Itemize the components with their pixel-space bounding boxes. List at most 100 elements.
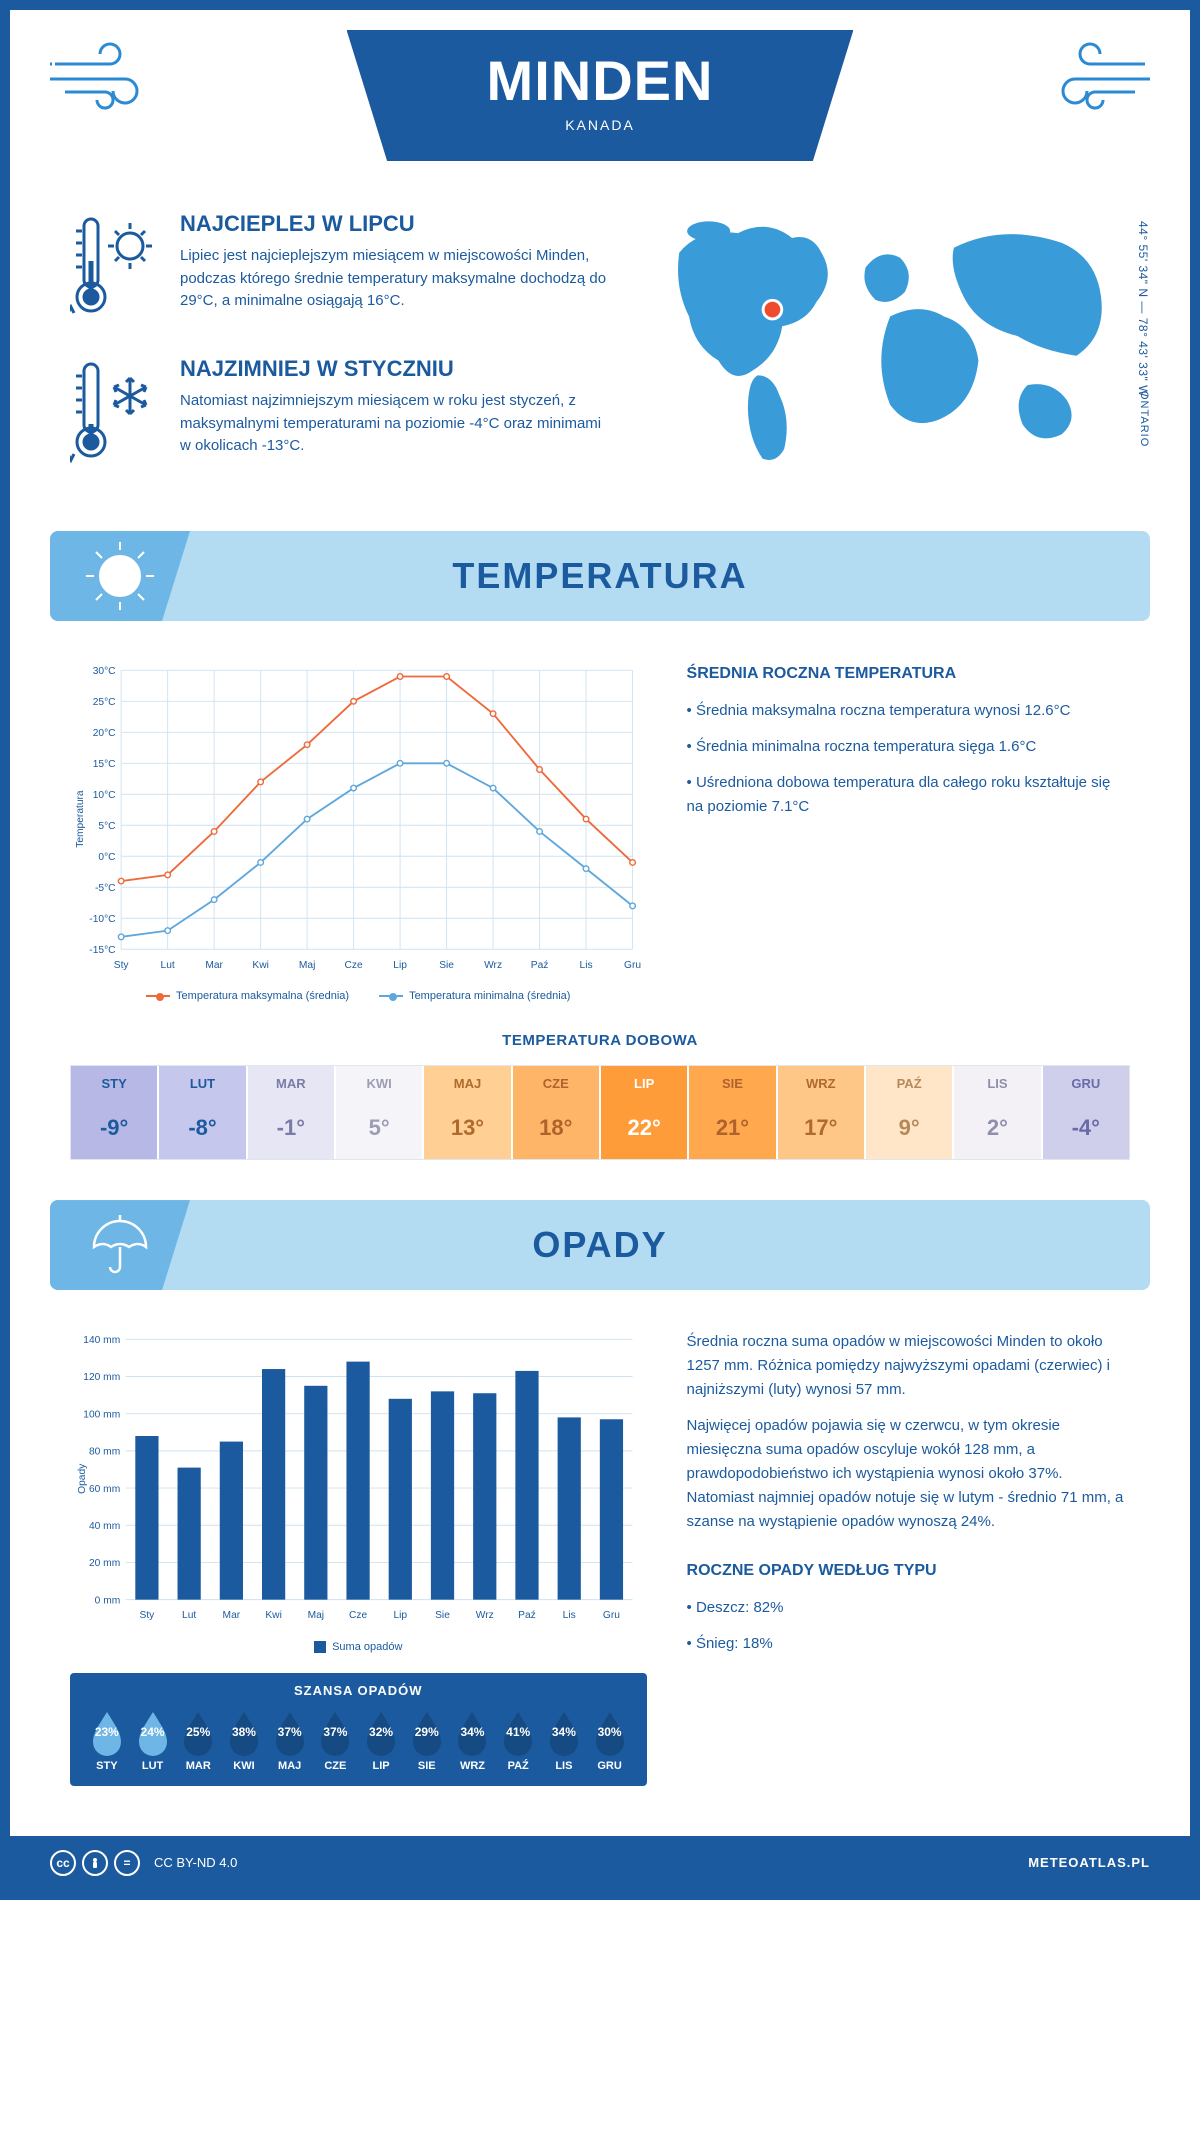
svg-text:Gru: Gru: [603, 1610, 620, 1621]
svg-text:Cze: Cze: [345, 960, 363, 971]
thermometer-sun-icon: [70, 211, 160, 326]
temperature-info: ŚREDNIA ROCZNA TEMPERATURA Średnia maksy…: [687, 661, 1130, 1002]
svg-text:-10°C: -10°C: [89, 914, 115, 925]
precip-banner: OPADY: [50, 1200, 1150, 1290]
svg-text:Lis: Lis: [580, 960, 593, 971]
svg-text:Kwi: Kwi: [265, 1610, 281, 1621]
sun-icon: [50, 531, 190, 621]
rain-chance-item: 37% MAJ: [267, 1708, 313, 1772]
fact-cold-title: NAJZIMNIEJ W STYCZNIU: [180, 356, 610, 382]
rain-chance-title: SZANSA OPADÓW: [84, 1683, 633, 1698]
legend-min-label: Temperatura minimalna (średnia): [409, 990, 570, 1002]
title-band: MINDEN KANADA: [347, 30, 854, 161]
svg-text:0 mm: 0 mm: [95, 1596, 121, 1607]
svg-text:120 mm: 120 mm: [83, 1372, 120, 1383]
precip-bar-chart: 0 mm20 mm40 mm60 mm80 mm100 mm120 mm140 …: [70, 1330, 647, 1786]
cc-icon: cc: [50, 1850, 76, 1876]
temperature-title: TEMPERATURA: [50, 555, 1150, 597]
precip-info: Średnia roczna suma opadów w miejscowośc…: [687, 1330, 1130, 1786]
world-map: [640, 211, 1130, 471]
svg-text:Wrz: Wrz: [476, 1610, 494, 1621]
fact-hottest: NAJCIEPLEJ W LIPCU Lipiec jest najcieple…: [70, 211, 610, 326]
svg-text:Mar: Mar: [205, 960, 223, 971]
svg-text:Gru: Gru: [624, 960, 641, 971]
rain-chance-item: 25% MAR: [175, 1708, 221, 1772]
svg-text:140 mm: 140 mm: [83, 1335, 120, 1346]
rain-chance-item: 30% GRU: [587, 1708, 633, 1772]
rain-chance-item: 24% LUT: [130, 1708, 176, 1772]
svg-text:15°C: 15°C: [93, 759, 116, 770]
svg-text:Lut: Lut: [182, 1610, 196, 1621]
rain-chance-item: 38% KWI: [221, 1708, 267, 1772]
rain-chance-item: 23% STY: [84, 1708, 130, 1772]
precip-legend: Suma opadów: [70, 1641, 647, 1653]
daily-temp-cell: STY-9°: [71, 1066, 159, 1159]
license-block: cc = CC BY-ND 4.0: [50, 1850, 237, 1876]
daily-temp-cell: LIS2°: [954, 1066, 1042, 1159]
svg-text:25°C: 25°C: [93, 697, 116, 708]
svg-text:Lis: Lis: [563, 1610, 576, 1621]
svg-text:5°C: 5°C: [98, 821, 115, 832]
svg-text:20°C: 20°C: [93, 728, 116, 739]
daily-temp-cell: GRU-4°: [1043, 1066, 1129, 1159]
svg-text:20 mm: 20 mm: [89, 1558, 120, 1569]
site-name: METEOATLAS.PL: [1028, 1855, 1150, 1870]
svg-text:Lut: Lut: [161, 960, 175, 971]
rain-chance-item: 41% PAŹ: [495, 1708, 541, 1772]
daily-temperature: TEMPERATURA DOBOWA STY-9°LUT-8°MAR-1°KWI…: [70, 1032, 1130, 1160]
precip-type-title: ROCZNE OPADY WEDŁUG TYPU: [687, 1558, 1130, 1584]
temp-info-bullet: Średnia maksymalna roczna temperatura wy…: [687, 699, 1130, 723]
svg-text:-5°C: -5°C: [95, 883, 116, 894]
wind-icon: [1040, 34, 1150, 119]
footer: cc = CC BY-ND 4.0 METEOATLAS.PL: [10, 1836, 1190, 1890]
fact-cold-text: Natomiast najzimniejszym miesiącem w rok…: [180, 390, 610, 458]
daily-temp-cell: MAR-1°: [248, 1066, 336, 1159]
svg-text:0°C: 0°C: [98, 852, 115, 863]
fact-coldest: NAJZIMNIEJ W STYCZNIU Natomiast najzimni…: [70, 356, 610, 471]
header: MINDEN KANADA: [10, 10, 1190, 201]
daily-temp-cell: CZE18°: [513, 1066, 601, 1159]
svg-text:Maj: Maj: [299, 960, 315, 971]
wind-icon: [50, 34, 160, 119]
svg-text:Paź: Paź: [531, 960, 549, 971]
fact-hot-title: NAJCIEPLEJ W LIPCU: [180, 211, 610, 237]
rain-chance-item: 29% SIE: [404, 1708, 450, 1772]
facts-row: NAJCIEPLEJ W LIPCU Lipiec jest najcieple…: [10, 201, 1190, 531]
temperature-line-chart: -15°C-10°C-5°C0°C5°C10°C15°C20°C25°C30°C…: [70, 661, 647, 1002]
svg-text:60 mm: 60 mm: [89, 1484, 120, 1495]
temp-chart-legend: Temperatura maksymalna (średnia) Tempera…: [70, 990, 647, 1002]
daily-temp-title: TEMPERATURA DOBOWA: [70, 1032, 1130, 1049]
legend-max-label: Temperatura maksymalna (średnia): [176, 990, 349, 1002]
umbrella-icon: [50, 1200, 190, 1290]
daily-temp-cell: WRZ17°: [778, 1066, 866, 1159]
temp-info-bullet: Uśredniona dobowa temperatura dla całego…: [687, 771, 1130, 819]
svg-text:Sie: Sie: [435, 1610, 450, 1621]
svg-text:Wrz: Wrz: [484, 960, 502, 971]
daily-temp-cell: MAJ13°: [424, 1066, 512, 1159]
region-label: ONTARIO: [1138, 391, 1150, 447]
daily-temp-cell: LIP22°: [601, 1066, 689, 1159]
fact-hot-text: Lipiec jest najcieplejszym miesiącem w m…: [180, 245, 610, 313]
by-icon: [82, 1850, 108, 1876]
precip-type-bullet: Śnieg: 18%: [687, 1632, 1130, 1656]
precip-legend-label: Suma opadów: [332, 1641, 402, 1653]
rain-chance-item: 37% CZE: [313, 1708, 359, 1772]
precip-type-bullet: Deszcz: 82%: [687, 1596, 1130, 1620]
svg-text:Lip: Lip: [393, 1610, 407, 1621]
svg-text:100 mm: 100 mm: [83, 1410, 120, 1421]
svg-text:Sty: Sty: [114, 960, 130, 971]
thermometer-snow-icon: [70, 356, 160, 471]
rain-chance-panel: SZANSA OPADÓW 23% STY 24% LUT 25%: [70, 1673, 647, 1786]
map-column: 44° 55' 34" N — 78° 43' 33" W ONTARIO: [640, 211, 1130, 501]
svg-text:-15°C: -15°C: [89, 945, 115, 956]
license-text: CC BY-ND 4.0: [154, 1855, 237, 1870]
coordinates: 44° 55' 34" N — 78° 43' 33" W: [1136, 221, 1150, 397]
rain-chance-item: 34% WRZ: [450, 1708, 496, 1772]
svg-text:Paź: Paź: [518, 1610, 536, 1621]
daily-temp-cell: LUT-8°: [159, 1066, 247, 1159]
svg-text:Sie: Sie: [439, 960, 454, 971]
svg-text:80 mm: 80 mm: [89, 1447, 120, 1458]
temp-info-title: ŚREDNIA ROCZNA TEMPERATURA: [687, 661, 1130, 687]
precip-p2: Najwięcej opadów pojawia się w czerwcu, …: [687, 1414, 1130, 1534]
temperature-banner: TEMPERATURA: [50, 531, 1150, 621]
